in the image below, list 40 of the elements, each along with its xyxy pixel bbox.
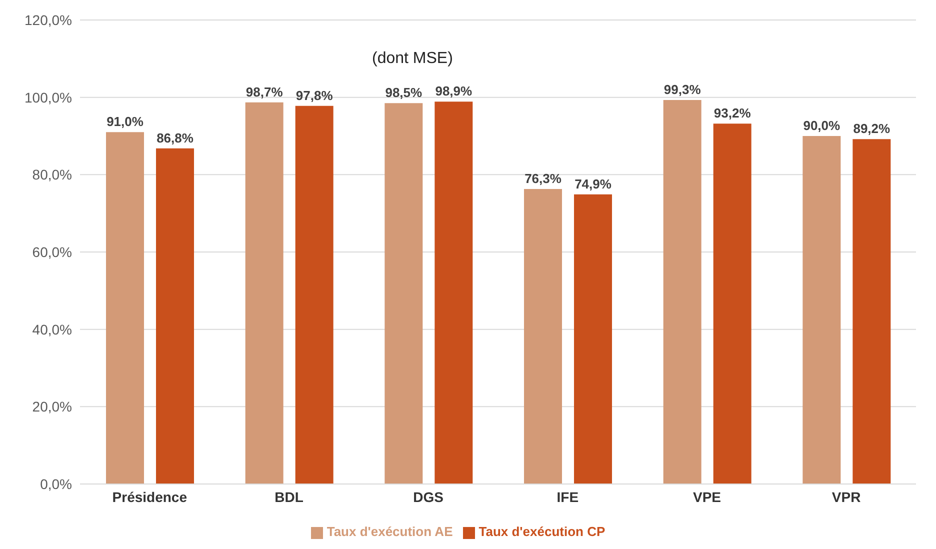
- bar: [384, 103, 423, 484]
- bar: [106, 132, 144, 484]
- bar: [434, 102, 473, 484]
- legend-label: Taux d'exécution AE: [326, 524, 453, 539]
- bar: [156, 148, 194, 484]
- x-tick-label: BDL: [274, 488, 304, 505]
- data-label: 98,9%: [435, 84, 473, 99]
- y-tick-label: 0,0%: [40, 476, 72, 492]
- bar: [713, 124, 752, 484]
- y-tick-label: 40,0%: [32, 321, 72, 338]
- bar: [663, 100, 702, 484]
- bar: [245, 102, 284, 484]
- x-tick-label: IFE: [556, 488, 579, 505]
- x-tick-label: DGS: [413, 488, 444, 505]
- bar: [524, 188, 562, 484]
- bar: [802, 136, 841, 484]
- y-tick-label: 120,0%: [24, 12, 72, 28]
- legend-label: Taux d'exécution CP: [478, 524, 606, 539]
- data-label: 91,0%: [106, 114, 144, 130]
- x-tick-label: VPR: [832, 488, 861, 505]
- data-label: 74,9%: [574, 176, 612, 192]
- x-tick-label: Présidence: [112, 488, 188, 505]
- data-label: 76,3%: [524, 170, 562, 186]
- y-tick-label: 60,0%: [32, 244, 72, 260]
- data-label: 90,0%: [803, 118, 841, 133]
- data-label: 86,8%: [156, 130, 194, 146]
- data-label: 98,7%: [246, 84, 284, 100]
- bar: [574, 194, 612, 484]
- y-tick-label: 80,0%: [32, 166, 72, 183]
- data-label: 93,2%: [714, 106, 752, 121]
- data-label: 99,3%: [664, 82, 702, 98]
- data-label: 89,2%: [853, 121, 891, 136]
- x-tick-label: VPE: [692, 488, 722, 505]
- data-label: 98,5%: [385, 85, 423, 100]
- data-label: 97,8%: [296, 88, 334, 103]
- bar: [852, 139, 891, 484]
- y-tick-label: 100,0%: [24, 89, 72, 106]
- y-tick-label: 20,0%: [32, 398, 72, 415]
- bar: [295, 106, 334, 484]
- annotation: (dont MSE): [372, 50, 453, 68]
